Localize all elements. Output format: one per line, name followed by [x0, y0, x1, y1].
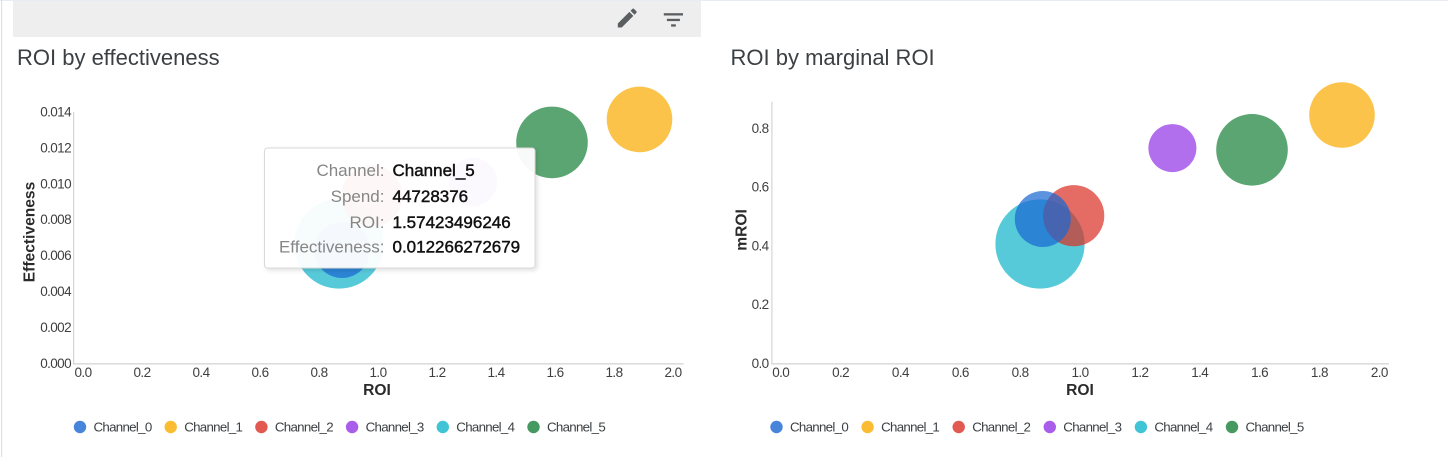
svg-text:44728376: 44728376: [393, 187, 469, 206]
svg-text:Channel_0: Channel_0: [790, 420, 848, 435]
svg-text:0.014: 0.014: [40, 105, 72, 120]
svg-text:ROI by effectiveness: ROI by effectiveness: [17, 45, 220, 70]
svg-text:0.000: 0.000: [40, 356, 71, 371]
svg-text:1.2: 1.2: [1131, 365, 1148, 380]
svg-text:Channel_3: Channel_3: [366, 420, 424, 435]
svg-text:Channel_5: Channel_5: [1246, 420, 1304, 435]
svg-text:0.4: 0.4: [193, 365, 211, 380]
svg-text:1.0: 1.0: [370, 365, 387, 380]
svg-text:Channel_1: Channel_1: [184, 420, 242, 435]
svg-text:Channel:: Channel:: [316, 161, 384, 180]
svg-text:Channel_3: Channel_3: [1063, 420, 1121, 435]
svg-text:0.8: 0.8: [1012, 365, 1029, 380]
svg-text:Channel_2: Channel_2: [275, 420, 333, 435]
svg-text:1.6: 1.6: [1251, 365, 1268, 380]
svg-text:ROI by marginal ROI: ROI by marginal ROI: [731, 45, 935, 70]
svg-text:0.0: 0.0: [752, 356, 769, 371]
svg-text:Channel_1: Channel_1: [881, 420, 939, 435]
svg-text:Spend:: Spend:: [331, 187, 385, 206]
svg-text:0.012266272679: 0.012266272679: [393, 237, 521, 256]
svg-text:Channel_4: Channel_4: [456, 420, 514, 435]
svg-text:0.006: 0.006: [40, 248, 71, 263]
svg-text:1.8: 1.8: [1311, 365, 1328, 380]
svg-text:0.6: 0.6: [952, 365, 969, 380]
svg-text:0.4: 0.4: [752, 238, 770, 253]
svg-text:0.4: 0.4: [892, 365, 910, 380]
svg-text:1.57423496246: 1.57423496246: [393, 213, 511, 232]
svg-text:0.0: 0.0: [75, 365, 92, 380]
svg-text:0.002: 0.002: [40, 320, 71, 335]
svg-text:0.012: 0.012: [40, 140, 71, 155]
svg-text:0.8: 0.8: [311, 365, 328, 380]
svg-text:1.4: 1.4: [1191, 365, 1209, 380]
svg-text:2.0: 2.0: [665, 365, 682, 380]
svg-text:0.2: 0.2: [832, 365, 849, 380]
svg-text:Effectiveness: Effectiveness: [22, 181, 39, 282]
svg-text:ROI: ROI: [363, 382, 391, 399]
svg-text:0.6: 0.6: [252, 365, 269, 380]
svg-text:Effectiveness:: Effectiveness:: [279, 237, 385, 256]
svg-text:1.4: 1.4: [488, 365, 506, 380]
svg-text:0.008: 0.008: [40, 212, 71, 227]
svg-text:0.010: 0.010: [40, 176, 71, 191]
svg-text:Channel_2: Channel_2: [972, 420, 1030, 435]
svg-text:0.8: 0.8: [752, 121, 769, 136]
svg-text:0.2: 0.2: [752, 297, 769, 312]
svg-text:Channel_4: Channel_4: [1154, 420, 1212, 435]
svg-text:1.0: 1.0: [1072, 365, 1089, 380]
svg-text:ROI: ROI: [1066, 382, 1094, 399]
svg-text:0.004: 0.004: [40, 284, 72, 299]
svg-text:mROI: mROI: [733, 209, 750, 251]
svg-text:Channel_5: Channel_5: [547, 420, 605, 435]
svg-text:Channel_5: Channel_5: [393, 161, 475, 180]
svg-text:0.0: 0.0: [772, 365, 789, 380]
svg-text:ROI:: ROI:: [350, 213, 385, 232]
svg-text:Channel_0: Channel_0: [94, 420, 152, 435]
svg-text:0.2: 0.2: [134, 365, 151, 380]
svg-text:2.0: 2.0: [1371, 365, 1388, 380]
svg-text:0.6: 0.6: [752, 180, 769, 195]
svg-text:1.6: 1.6: [547, 365, 564, 380]
svg-text:1.2: 1.2: [429, 365, 446, 380]
svg-text:1.8: 1.8: [606, 365, 623, 380]
